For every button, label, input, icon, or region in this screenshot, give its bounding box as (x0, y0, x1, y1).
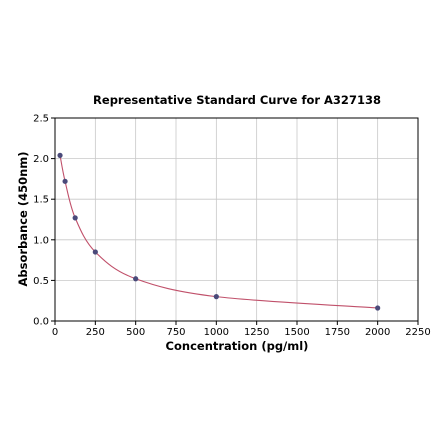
plot-area-frame (54, 117, 419, 322)
y-axis-title: Absorbance (450nm) (16, 151, 30, 286)
y-tick-label: 2.0 (33, 154, 49, 165)
data-point (92, 249, 98, 255)
data-point (57, 152, 63, 158)
grid (54, 117, 419, 322)
x-axis-title: Concentration (pg/ml) (166, 339, 309, 353)
x-tick-label: 0 (52, 327, 58, 338)
x-tick-label: 250 (86, 327, 105, 338)
data-point (62, 178, 68, 184)
fit-curve (59, 155, 378, 309)
fit-curve-layer (59, 155, 378, 309)
x-tick-label: 500 (126, 327, 145, 338)
chart-title: Representative Standard Curve for A32713… (93, 93, 381, 107)
x-tick-label: 2000 (365, 327, 390, 338)
x-tick-label: 750 (166, 327, 185, 338)
axis-ticks: 0 250 500 750 1000 1250 1500 1750 2000 2250 0.0 0.5… (33, 114, 431, 339)
x-tick-label: 2250 (405, 327, 430, 338)
data-point (213, 294, 219, 300)
data-points (57, 152, 381, 311)
data-point (133, 276, 139, 282)
data-point (72, 215, 78, 221)
x-tick-label: 1000 (204, 327, 229, 338)
x-tick-label: 1250 (244, 327, 269, 338)
y-tick-label: 2.5 (33, 114, 49, 125)
x-tick-label: 1750 (325, 327, 350, 338)
y-tick-label: 1.5 (33, 195, 49, 206)
y-tick-label: 1.0 (33, 235, 49, 246)
data-point (375, 305, 381, 311)
y-tick-label: 0.0 (33, 317, 49, 328)
y-tick-label: 0.5 (33, 276, 49, 287)
x-tick-label: 1500 (284, 327, 309, 338)
